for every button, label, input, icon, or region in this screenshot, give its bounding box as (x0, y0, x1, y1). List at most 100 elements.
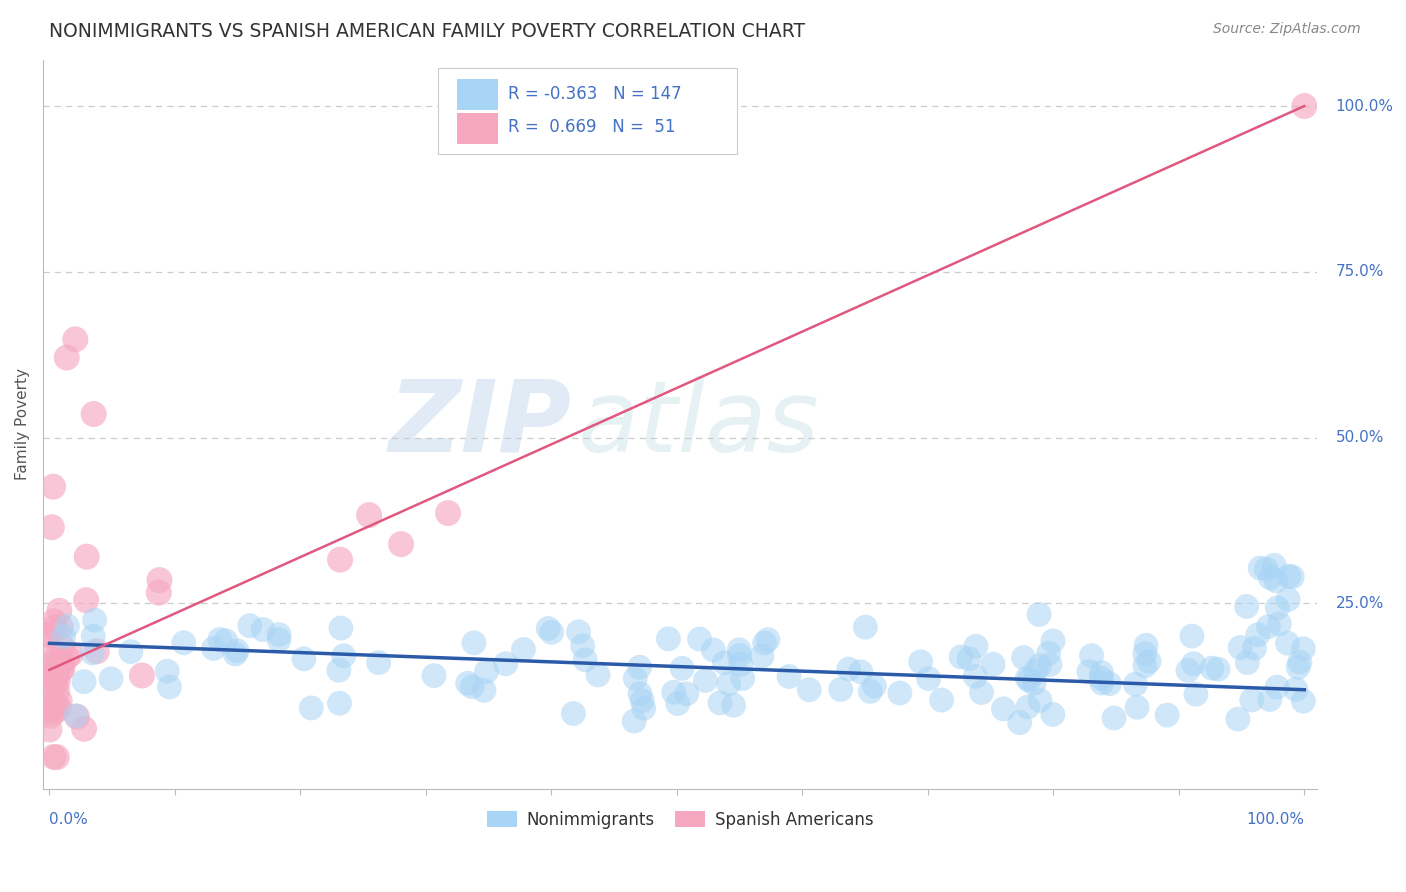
Point (1278, 569, 1301, 583)
Point (586, 668, 609, 682)
Point (495, 657, 517, 671)
Point (918, 672, 941, 686)
Point (1288, 655, 1310, 669)
Point (981, 657, 1004, 672)
Point (830, 682, 852, 697)
Point (1263, 558, 1285, 573)
Point (562, 706, 585, 721)
Point (292, 652, 315, 666)
Point (993, 702, 1015, 716)
Y-axis label: Family Poverty: Family Poverty (15, 368, 30, 481)
Point (45, 698, 67, 713)
Point (65, 708, 87, 723)
Point (1039, 657, 1062, 672)
Point (1249, 561, 1271, 575)
Point (329, 621, 352, 635)
Point (73, 722, 96, 736)
Point (713, 656, 735, 670)
Point (226, 643, 249, 657)
Point (51, 656, 73, 670)
Point (75, 593, 97, 607)
Point (1028, 607, 1050, 622)
Point (48, 694, 70, 708)
Point (1265, 680, 1288, 694)
Point (1125, 677, 1147, 691)
Point (1292, 694, 1315, 708)
Point (540, 625, 562, 640)
Point (202, 641, 225, 656)
Point (1236, 599, 1258, 614)
Text: NONIMMIGRANTS VS SPANISH AMERICAN FAMILY POVERTY CORRELATION CHART: NONIMMIGRANTS VS SPANISH AMERICAN FAMILY… (49, 22, 806, 41)
Point (457, 676, 479, 690)
Point (56, 650, 79, 665)
Point (1090, 665, 1112, 680)
Point (437, 506, 460, 520)
Point (48, 604, 70, 618)
Point (267, 632, 290, 647)
Text: Source: ZipAtlas.com: Source: ZipAtlas.com (1213, 22, 1361, 37)
Point (574, 653, 596, 667)
Point (662, 685, 685, 699)
Point (1243, 641, 1265, 656)
Point (42, 480, 65, 494)
Point (1294, 99, 1316, 113)
Point (838, 662, 860, 676)
Point (751, 649, 773, 664)
Point (51, 662, 73, 676)
Point (675, 687, 697, 701)
Point (1201, 661, 1223, 675)
Point (1042, 707, 1064, 722)
Point (45, 750, 67, 764)
Point (1181, 629, 1204, 643)
Point (239, 618, 262, 632)
Point (472, 683, 495, 698)
Point (1156, 708, 1178, 723)
Point (82, 646, 104, 660)
Point (42, 621, 65, 635)
Point (329, 552, 352, 566)
Text: 50.0%: 50.0% (1336, 430, 1384, 445)
Point (49, 620, 72, 634)
Point (1017, 671, 1039, 685)
Point (889, 686, 911, 700)
Point (849, 665, 872, 679)
Point (537, 622, 560, 636)
Point (82, 629, 104, 643)
Point (39, 657, 62, 671)
Point (44, 675, 66, 690)
Point (215, 633, 238, 648)
Point (931, 693, 953, 707)
Point (631, 694, 654, 708)
Point (1018, 673, 1040, 688)
Point (1133, 647, 1156, 661)
Point (66, 709, 89, 723)
Text: R =  0.669   N =  51: R = 0.669 N = 51 (508, 119, 676, 136)
Point (1257, 619, 1279, 633)
Point (730, 657, 752, 672)
Point (1024, 676, 1046, 690)
Point (83, 613, 105, 627)
Point (1137, 655, 1160, 669)
Point (86, 644, 108, 658)
Point (42, 615, 65, 629)
Point (1258, 692, 1281, 706)
Point (1090, 671, 1112, 685)
Point (332, 648, 354, 663)
Point (1281, 570, 1303, 584)
Point (38, 665, 60, 679)
Point (756, 632, 779, 647)
Point (46, 648, 69, 663)
Text: 100.0%: 100.0% (1336, 98, 1393, 113)
Point (51, 640, 73, 654)
Point (475, 665, 498, 679)
Point (159, 680, 181, 694)
Point (1265, 574, 1288, 588)
Point (1025, 664, 1047, 678)
Point (59, 647, 82, 661)
Point (709, 696, 731, 710)
Point (970, 685, 993, 699)
Point (568, 624, 591, 639)
Point (56, 619, 79, 633)
Point (1277, 592, 1299, 607)
Point (657, 632, 679, 646)
